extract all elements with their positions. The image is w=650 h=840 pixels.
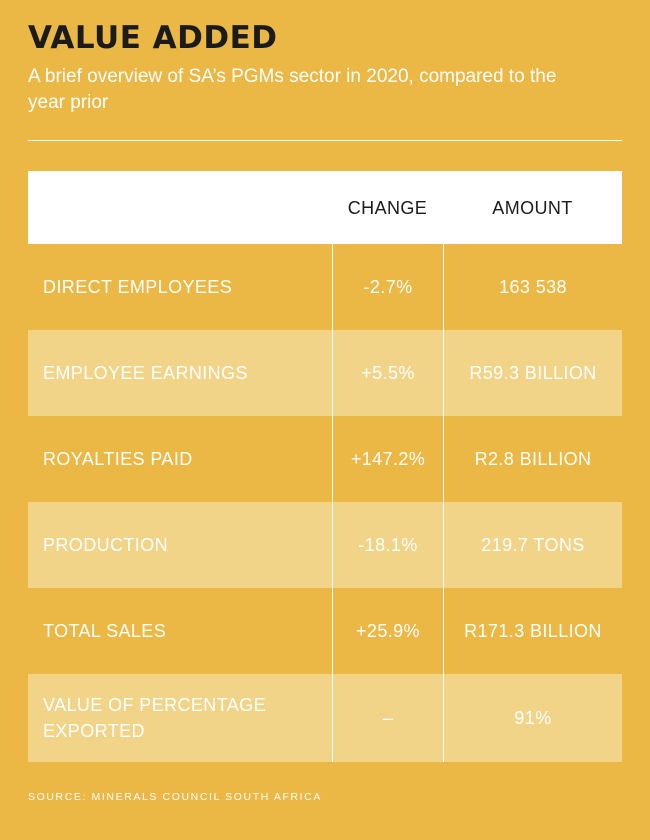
row-change: +147.2% (332, 416, 443, 502)
row-label: VALUE OF PERCENTAGE EXPORTED (43, 695, 266, 741)
row-change: -2.7% (332, 244, 443, 330)
row-change: – (332, 674, 443, 762)
row-label: TOTAL SALES (43, 621, 167, 641)
table-row: PRODUCTION -18.1% 219.7 TONS (28, 502, 622, 588)
table-row: TOTAL SALES +25.9% R171.3 BILLION (28, 588, 622, 674)
row-label: DIRECT EMPLOYEES (43, 277, 233, 297)
row-label: ROYALTIES PAID (43, 449, 193, 469)
row-change: -18.1% (332, 502, 443, 588)
page-subtitle: A brief overview of SA’s PGMs sector in … (28, 66, 557, 113)
row-amount: 219.7 TONS (443, 502, 622, 588)
table-row: DIRECT EMPLOYEES -2.7% 163 538 (28, 244, 622, 330)
table-row: ROYALTIES PAID +147.2% R2.8 BILLION (28, 416, 622, 502)
row-change: +25.9% (332, 588, 443, 674)
header-amount: AMOUNT (492, 198, 573, 218)
row-label: PRODUCTION (43, 535, 168, 555)
page-title: VALUE ADDED (28, 20, 278, 56)
row-change: +5.5% (332, 330, 443, 416)
source-note: SOURCE: MINERALS COUNCIL SOUTH AFRICA (28, 791, 322, 803)
table-row: EMPLOYEE EARNINGS +5.5% R59.3 BILLION (28, 330, 622, 416)
row-amount: 163 538 (443, 244, 622, 330)
row-amount: R171.3 BILLION (443, 588, 622, 674)
table-header-row: CHANGE AMOUNT (28, 171, 622, 244)
row-label: EMPLOYEE EARNINGS (43, 363, 248, 383)
table-row: VALUE OF PERCENTAGE EXPORTED – 91% (28, 674, 622, 762)
row-amount: 91% (443, 674, 622, 762)
data-table: CHANGE AMOUNT DIRECT EMPLOYEES -2.7% 163… (28, 171, 622, 762)
divider (28, 140, 622, 141)
row-amount: R59.3 BILLION (443, 330, 622, 416)
header-change: CHANGE (347, 198, 428, 218)
row-amount: R2.8 BILLION (443, 416, 622, 502)
